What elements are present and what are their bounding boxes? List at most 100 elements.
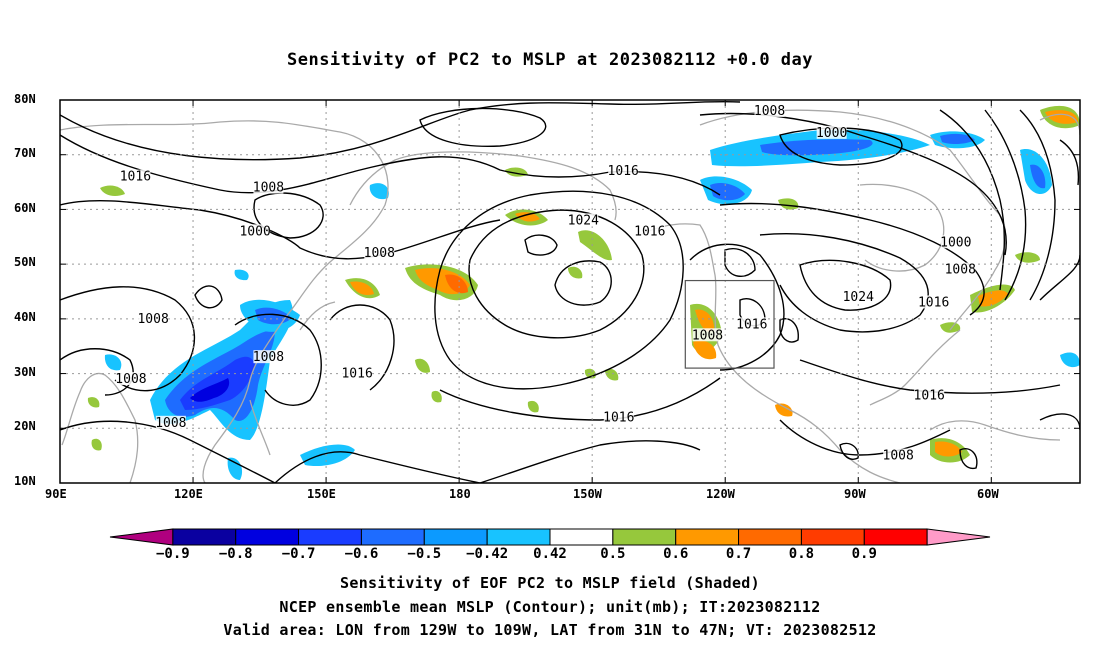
colorbar-swatch [800,528,865,546]
colorbar-swatch [360,528,425,546]
lat-label-50n: 50N [14,255,36,269]
colorbar-label: −0.9 [156,546,190,562]
colorbar-swatch [926,528,991,546]
shading-layer [87,105,1080,480]
caption-line-3: Valid area: LON from 129W to 109W, LAT f… [223,621,877,639]
contour-label: 1008 [883,449,914,464]
contour-label: 1000 [239,224,270,239]
contour-label: 1016 [608,164,639,179]
mslp-contours [60,100,1080,483]
contour-label-bg [240,224,271,238]
contour-label-bg [940,235,971,249]
colorbar-swatch [298,528,362,546]
colorbar-label: −0.6 [345,546,379,562]
contour-labels: 1008 1000 1016 1008 1016 1024 1016 1000 1008 1000… [115,103,976,464]
contour-label-bg [914,388,945,402]
lon-label-120e: 120E [174,487,203,501]
contour-label-bg [945,262,976,276]
contour-label-bg [608,164,639,178]
contour-label-bg [342,366,373,380]
contour-label: 1008 [253,181,284,196]
contour-label-bg [120,169,151,183]
contour-label-bg [736,317,767,331]
contour-label: 1016 [120,170,151,185]
coastlines [60,109,1080,483]
lon-label-60w: 60W [977,487,999,501]
contour-label-bg [115,372,146,386]
colorbar-label: 0.42 [533,546,567,562]
colorbar-swatch [738,528,802,546]
contour-label: 1008 [137,312,168,327]
colorbar-label: 0.9 [852,546,877,562]
lat-label-60n: 60N [14,201,36,215]
contour-label: 1008 [253,350,284,365]
contour-label: 1016 [341,367,372,382]
contour-label: 1008 [155,416,186,431]
lat-label-10n: 10N [14,474,36,488]
contour-label: 1000 [940,235,971,250]
contour-label: 1016 [918,295,949,310]
colorbar-swatch [235,528,300,546]
caption-line-2: NCEP ensemble mean MSLP (Contour); unit(… [279,598,821,616]
colorbar-swatch [486,528,551,546]
colorbar-label: 0.6 [663,546,688,562]
colorbar-label: 0.8 [789,546,814,562]
colorbar-label: −0.5 [407,546,441,562]
contour-label-bg [918,295,949,309]
contour-label-bg [253,350,284,364]
colorbar-label: 0.7 [726,546,751,562]
contour-label-bg [364,246,395,260]
contour-label-bg [253,180,284,194]
lon-label-180: 180 [449,487,471,501]
contour-label-bg [692,328,723,342]
contour-label: 1008 [945,263,976,278]
contour-label: 1016 [914,388,945,403]
map-frame [59,99,1081,484]
contour-label-bg [754,103,785,117]
contour-label-bg [634,224,665,238]
contour-label-bg [138,311,169,325]
graticule [60,100,1080,483]
colorbar-swatch [612,528,677,546]
contour-label-bg [883,448,914,462]
colorbar: −0.9 −0.8 −0.7 −0.6 −0.5 −0.42 0.42 0.5 0.6 0.7 0.… [109,528,991,562]
contour-label: 1024 [568,213,599,228]
colorbar-label: −0.8 [219,546,253,562]
colorbar-swatch [423,528,488,546]
lat-label-20n: 20N [14,419,36,433]
colorbar-swatch [675,528,740,546]
colorbar-swatch [549,528,614,546]
contour-label: 1016 [603,410,634,425]
contour-label: 1008 [692,328,723,343]
contour-label: 1000 [816,126,847,141]
colorbar-swatch [863,528,928,546]
lon-label-120w: 120W [706,487,735,501]
lat-label-40n: 40N [14,310,36,324]
colorbar-label: 0.5 [600,546,625,562]
contour-label-bg [603,410,634,424]
contour-label-bg [155,415,186,429]
colorbar-label: −0.42 [466,546,508,562]
axis-ticks [59,99,1080,484]
lon-label-90w: 90W [844,487,866,501]
contour-label-bg [568,213,599,227]
lon-label-90e: 90E [45,487,67,501]
contour-label-bg [816,125,847,139]
plot-title: Sensitivity of PC2 to MSLP at 2023082112… [286,50,813,70]
contour-label: 1024 [843,290,874,305]
colorbar-label: −0.7 [282,546,316,562]
caption-line-1: Sensitivity of EOF PC2 to MSLP field (Sh… [340,574,760,592]
contour-label: 1008 [754,104,785,119]
lat-label-30n: 30N [14,365,36,379]
lat-label-70n: 70N [14,146,36,160]
contour-label: 1016 [736,317,767,332]
valid-area-box [684,279,775,369]
contour-label: 1016 [634,224,665,239]
contour-label-bg [843,289,874,303]
colorbar-swatch [172,528,237,546]
lat-label-80n: 80N [14,92,36,106]
lon-label-150w: 150W [573,487,602,501]
colorbar-swatch [109,528,174,546]
contour-label: 1008 [115,372,146,387]
